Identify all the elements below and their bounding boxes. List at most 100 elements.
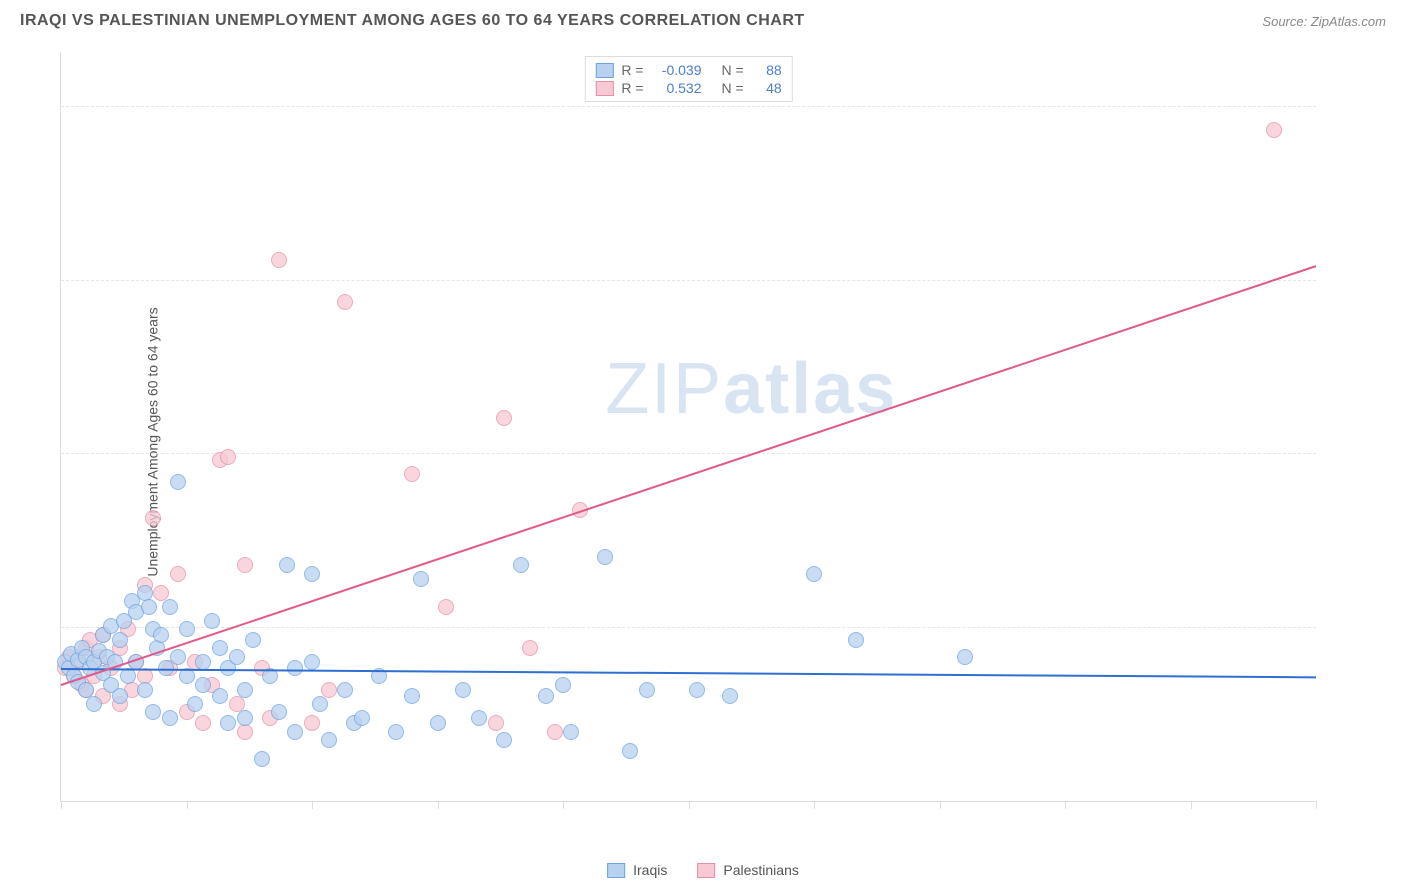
- gridline: [61, 627, 1316, 628]
- r-value: 0.532: [652, 80, 702, 96]
- series1-point: [471, 710, 487, 726]
- series1-point: [312, 696, 328, 712]
- series2-point: [337, 294, 353, 310]
- series1-point: [195, 677, 211, 693]
- x-tick: [1316, 801, 1317, 809]
- gridline: [61, 453, 1316, 454]
- r-value: -0.039: [652, 62, 702, 78]
- series1-point: [271, 704, 287, 720]
- series1-point: [806, 566, 822, 582]
- source-label: Source:: [1262, 14, 1307, 29]
- stats-legend-box: R =-0.039N =88R =0.532N =48: [584, 56, 792, 102]
- r-label: R =: [621, 80, 643, 96]
- series1-point: [513, 557, 529, 573]
- watermark-thin: ZIP: [605, 349, 723, 429]
- series1-point: [287, 660, 303, 676]
- source-name: ZipAtlas.com: [1311, 14, 1386, 29]
- series1-point: [957, 649, 973, 665]
- trend-line-series2: [61, 266, 1317, 687]
- r-label: R =: [621, 62, 643, 78]
- series2-point: [145, 510, 161, 526]
- series2-point: [237, 724, 253, 740]
- watermark-bold: atlas: [723, 349, 897, 429]
- series2-point: [404, 466, 420, 482]
- series1-point: [141, 599, 157, 615]
- series2-point: [547, 724, 563, 740]
- legend-swatch: [595, 81, 613, 96]
- n-label: N =: [722, 80, 744, 96]
- series1-point: [112, 688, 128, 704]
- series1-point: [229, 649, 245, 665]
- stats-row: R = 0.532 N = 48: [595, 79, 781, 97]
- series2-point: [522, 640, 538, 656]
- series2-point: [271, 252, 287, 268]
- series1-point: [639, 682, 655, 698]
- series1-point: [170, 474, 186, 490]
- series1-point: [195, 654, 211, 670]
- n-value: 48: [752, 80, 782, 96]
- x-tick: [563, 801, 564, 809]
- series1-point: [212, 640, 228, 656]
- series1-point: [413, 571, 429, 587]
- series2-point: [237, 557, 253, 573]
- series1-point: [220, 715, 236, 731]
- series2-point: [488, 715, 504, 731]
- series1-point: [321, 732, 337, 748]
- chart-header: IRAQI VS PALESTINIAN UNEMPLOYMENT AMONG …: [0, 0, 1406, 38]
- series1-point: [304, 654, 320, 670]
- series1-point: [455, 682, 471, 698]
- series1-point: [404, 688, 420, 704]
- series1-point: [555, 677, 571, 693]
- series1-point: [622, 743, 638, 759]
- series1-point: [597, 549, 613, 565]
- series1-point: [304, 566, 320, 582]
- series1-point: [722, 688, 738, 704]
- series1-point: [112, 632, 128, 648]
- legend-swatch: [697, 863, 715, 878]
- gridline: [61, 280, 1316, 281]
- x-tick: [1065, 801, 1066, 809]
- series1-point: [354, 710, 370, 726]
- chart-source: Source: ZipAtlas.com: [1262, 14, 1386, 29]
- x-tick: [438, 801, 439, 809]
- x-tick: [61, 801, 62, 809]
- chart-title: IRAQI VS PALESTINIAN UNEMPLOYMENT AMONG …: [20, 12, 805, 30]
- series2-point: [170, 566, 186, 582]
- series1-point: [287, 724, 303, 740]
- x-tick: [940, 801, 941, 809]
- series1-point: [179, 621, 195, 637]
- plot-area: ZIPatlas R =-0.039N =88R =0.532N =48: [60, 52, 1316, 802]
- gridline: [61, 106, 1316, 107]
- series1-point: [187, 696, 203, 712]
- series1-point: [162, 710, 178, 726]
- series1-point: [204, 613, 220, 629]
- legend-swatch: [595, 63, 613, 78]
- series1-point: [496, 732, 512, 748]
- series1-point: [145, 704, 161, 720]
- series1-point: [279, 557, 295, 573]
- x-tick: [187, 801, 188, 809]
- legend-label: Palestinians: [723, 862, 799, 878]
- legend-label: Iraqis: [633, 862, 667, 878]
- series1-point: [237, 682, 253, 698]
- x-tick: [312, 801, 313, 809]
- series-legend: Iraqis Palestinians: [607, 862, 799, 878]
- series1-point: [563, 724, 579, 740]
- series1-point: [120, 668, 136, 684]
- series1-point: [137, 682, 153, 698]
- legend-item: Palestinians: [697, 862, 799, 878]
- series2-point: [1266, 122, 1282, 138]
- series1-point: [212, 688, 228, 704]
- series1-point: [538, 688, 554, 704]
- series1-point: [162, 599, 178, 615]
- trend-line-series1: [61, 668, 1316, 678]
- stats-row: R =-0.039N =88: [595, 61, 781, 79]
- legend-item: Iraqis: [607, 862, 667, 878]
- series2-point: [304, 715, 320, 731]
- series1-point: [689, 682, 705, 698]
- x-tick: [1191, 801, 1192, 809]
- series2-point: [438, 599, 454, 615]
- series1-point: [254, 751, 270, 767]
- series1-point: [430, 715, 446, 731]
- chart-area: Unemployment Among Ages 60 to 64 years Z…: [48, 52, 1386, 832]
